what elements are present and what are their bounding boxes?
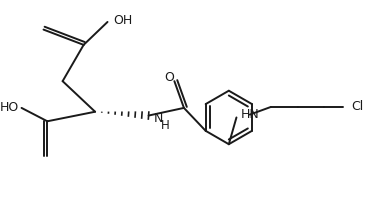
Text: Cl: Cl — [351, 100, 363, 113]
Text: H: H — [161, 119, 170, 132]
Text: OH: OH — [113, 14, 132, 28]
Text: HN: HN — [240, 108, 259, 121]
Text: O: O — [165, 71, 175, 84]
Text: HO: HO — [0, 101, 19, 114]
Text: N: N — [153, 112, 163, 125]
